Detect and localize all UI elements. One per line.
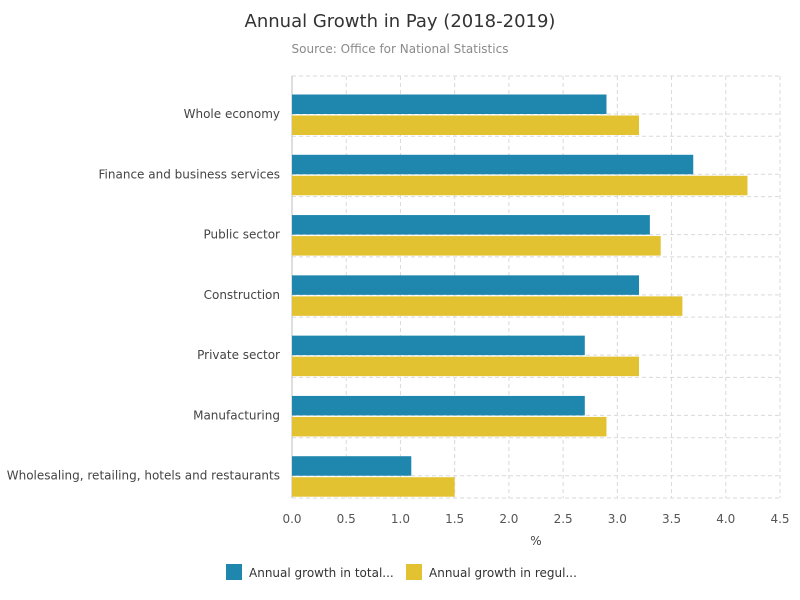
legend[interactable]: Annual growth in total... Annual growth i… <box>226 564 577 580</box>
category-label: Wholesaling, retailing, hotels and resta… <box>7 469 280 483</box>
category-label: Private sector <box>197 348 280 362</box>
bar[interactable] <box>292 335 585 356</box>
bar[interactable] <box>292 356 640 377</box>
bar[interactable] <box>292 275 640 295</box>
category-label: Finance and business services <box>99 167 280 181</box>
x-tick-label: 0.0 <box>282 512 301 526</box>
x-tick-label: 4.0 <box>716 512 735 526</box>
legend-swatch[interactable] <box>226 564 242 580</box>
x-tick-label: 0.5 <box>337 512 356 526</box>
bar[interactable] <box>292 236 661 256</box>
x-tick-labels: 0.0 0.5 1.0 1.5 2.0 2.5 3.0 3.5 4.0 4.5 <box>282 512 789 526</box>
bar[interactable] <box>292 296 683 316</box>
x-tick-label: 1.5 <box>445 512 464 526</box>
category-label: Construction <box>204 288 280 302</box>
bar[interactable] <box>292 456 412 476</box>
bar[interactable] <box>292 416 607 437</box>
legend-label[interactable]: Annual growth in regul... <box>429 566 577 580</box>
bar[interactable] <box>292 395 585 416</box>
category-label: Manufacturing <box>193 408 280 422</box>
bar[interactable] <box>292 94 607 115</box>
bar[interactable] <box>292 154 694 175</box>
chart-title: Annual Growth in Pay (2018-2019) <box>245 11 556 32</box>
category-labels: Whole economy Finance and business servic… <box>7 107 280 483</box>
category-label: Whole economy <box>184 107 280 121</box>
category-label: Public sector <box>203 228 280 242</box>
x-tick-label: 2.5 <box>554 512 573 526</box>
x-tick-label: 3.0 <box>608 512 627 526</box>
x-axis-title: % <box>530 534 541 548</box>
bars <box>292 94 748 497</box>
x-tick-label: 4.5 <box>770 512 789 526</box>
bar[interactable] <box>292 115 640 136</box>
chart-subtitle: Source: Office for National Statistics <box>292 42 509 56</box>
x-tick-label: 3.5 <box>662 512 681 526</box>
gridlines <box>291 75 781 499</box>
legend-swatch[interactable] <box>406 564 422 580</box>
bar[interactable] <box>292 175 748 196</box>
bar[interactable] <box>292 477 455 497</box>
x-tick-label: 2.0 <box>499 512 518 526</box>
legend-label[interactable]: Annual growth in total... <box>249 566 394 580</box>
bar[interactable] <box>292 215 650 235</box>
x-tick-label: 1.0 <box>391 512 410 526</box>
